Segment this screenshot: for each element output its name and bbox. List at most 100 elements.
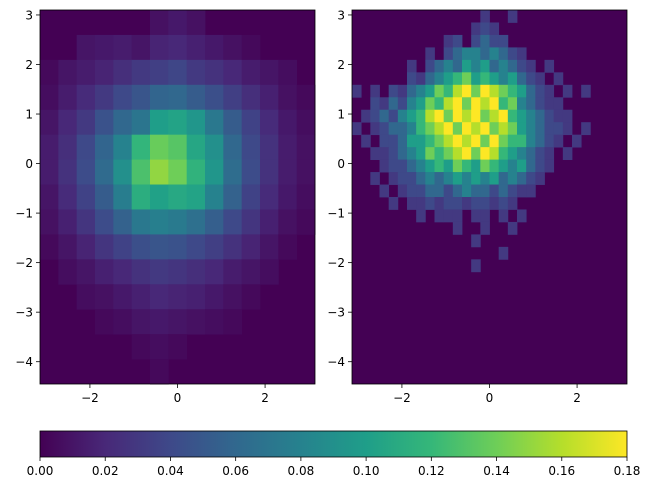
heatmap-cell xyxy=(397,159,408,173)
heatmap-cell xyxy=(150,259,169,285)
heatmap-cell xyxy=(241,134,261,160)
heatmap-cell xyxy=(517,159,527,173)
heatmap-cell xyxy=(260,209,279,235)
heatmap-cell xyxy=(517,84,527,98)
heatmap-cell xyxy=(434,184,445,198)
heatmap-cell xyxy=(223,309,243,335)
heatmap-cell xyxy=(150,359,169,385)
heatmap-cell xyxy=(113,34,133,61)
heatmap-cell xyxy=(58,109,78,136)
heatmap-cell xyxy=(489,197,500,210)
heatmap-cell xyxy=(278,209,298,235)
heatmap-cell xyxy=(434,72,445,86)
heatmap-cell xyxy=(205,184,224,210)
heatmap-cell xyxy=(223,59,243,86)
heatmap-cell xyxy=(379,122,390,136)
heatmap-cell xyxy=(296,134,316,160)
heatmap-cell xyxy=(489,34,500,48)
heatmap-cell xyxy=(434,159,445,173)
heatmap-cell xyxy=(397,134,408,148)
heatmap-cell xyxy=(498,184,509,198)
heatmap-cell xyxy=(443,72,454,86)
heatmap-cell xyxy=(517,122,527,136)
heatmap-cell xyxy=(205,209,224,235)
heatmap-cell xyxy=(260,159,279,185)
colorbar-tick-label: 0.12 xyxy=(418,464,445,478)
heatmap-cell xyxy=(58,259,78,285)
heatmap-cell xyxy=(526,109,536,123)
heatmap-cell xyxy=(223,159,243,185)
heatmap-cell xyxy=(535,84,545,98)
heatmap-cell xyxy=(471,209,481,223)
heatmap-cell xyxy=(553,72,564,86)
heatmap-cell xyxy=(452,184,463,198)
heatmap-cell xyxy=(278,184,298,210)
heatmap-cell xyxy=(278,59,298,86)
heatmap-cell xyxy=(205,134,224,160)
heatmap-cell xyxy=(168,209,188,235)
heatmap-cell xyxy=(498,209,509,223)
heatmap-cell xyxy=(544,59,555,73)
heatmap-cell xyxy=(526,184,536,198)
heatmap-cell xyxy=(452,59,463,73)
heatmap-cell xyxy=(544,109,555,123)
heatmap-cell xyxy=(205,59,224,86)
heatmap-cell xyxy=(131,334,151,360)
heatmap-cell xyxy=(407,134,417,148)
heatmap-cell xyxy=(40,84,59,111)
heatmap-cell xyxy=(113,234,133,260)
heatmap-cell xyxy=(498,72,509,86)
heatmap-cell xyxy=(76,134,96,160)
heatmap-cell xyxy=(58,209,78,235)
heatmap-cell xyxy=(471,97,481,111)
heatmap-cell xyxy=(407,172,417,185)
heatmap-cell xyxy=(443,122,454,136)
heatmap-cell xyxy=(452,209,463,223)
heatmap-cell xyxy=(131,209,151,235)
y-tick-label: 2 xyxy=(25,58,33,72)
heatmap-cell xyxy=(443,209,454,223)
heatmap-cell xyxy=(507,59,518,73)
heatmap-cell xyxy=(241,209,261,235)
heatmap-cell xyxy=(260,84,279,111)
heatmap-cell xyxy=(443,159,454,173)
heatmap-cell xyxy=(186,259,206,285)
heatmap-cell xyxy=(113,184,133,210)
heatmap-cell xyxy=(150,184,169,210)
heatmap-cell xyxy=(168,84,188,111)
heatmap-cell xyxy=(480,159,490,173)
heatmap-cell xyxy=(498,159,509,173)
heatmap-cell xyxy=(507,184,518,198)
heatmap-cell xyxy=(223,134,243,160)
heatmap-cell xyxy=(471,72,481,86)
heatmap-cell xyxy=(150,34,169,61)
heatmap-cell xyxy=(507,72,518,86)
heatmap-cell xyxy=(58,234,78,260)
heatmap-cell xyxy=(186,59,206,86)
heatmap-cell xyxy=(40,134,59,160)
heatmap-cell xyxy=(425,197,435,210)
heatmap-cell xyxy=(397,97,408,111)
heatmap-cell xyxy=(260,184,279,210)
heatmap-cell xyxy=(452,84,463,98)
y-tick-label: 0 xyxy=(25,157,33,171)
heatmap-cell xyxy=(416,159,426,173)
heatmap-cell xyxy=(471,109,481,123)
heatmap-cell xyxy=(452,147,463,160)
heatmap-cell xyxy=(471,147,481,160)
heatmap-cell xyxy=(76,184,96,210)
heatmap-cell xyxy=(76,209,96,235)
heatmap-cell xyxy=(462,147,472,160)
heatmap-cell xyxy=(278,234,298,260)
heatmap-cell xyxy=(544,97,555,111)
x-tick-label: −2 xyxy=(81,391,99,405)
x-tick-label: 0 xyxy=(174,391,182,405)
heatmap-cell xyxy=(581,84,591,98)
heatmap-cell xyxy=(205,34,224,61)
colorbar-gradient xyxy=(40,431,627,457)
heatmap-cell xyxy=(498,246,509,260)
x-tick-label: 0 xyxy=(486,391,494,405)
heatmap-cell xyxy=(425,84,435,98)
heatmap-cell xyxy=(241,184,261,210)
heatmap-cell xyxy=(361,134,371,148)
